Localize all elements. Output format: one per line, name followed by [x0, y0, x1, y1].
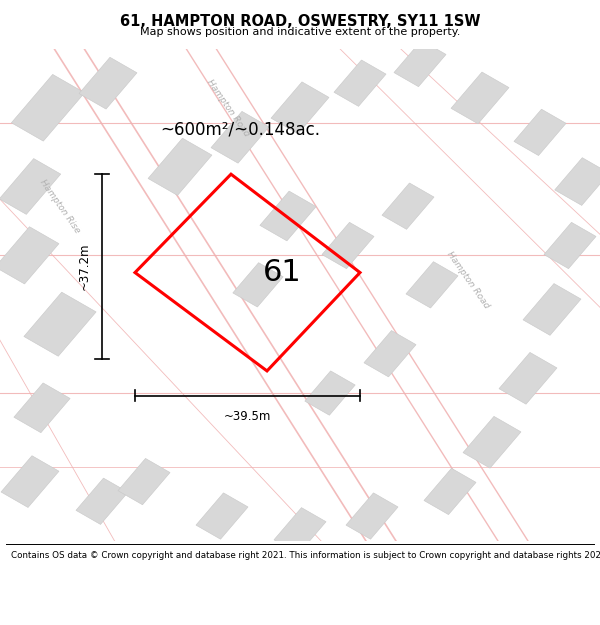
Bar	[11, 74, 85, 141]
Bar	[406, 262, 458, 308]
Bar	[271, 82, 329, 134]
Text: Hampton Rise: Hampton Rise	[38, 177, 82, 235]
Text: ~600m²/~0.148ac.: ~600m²/~0.148ac.	[160, 121, 320, 139]
Bar	[382, 183, 434, 229]
Text: Hampton Road: Hampton Road	[445, 250, 491, 310]
Text: 61, HAMPTON ROAD, OSWESTRY, SY11 1SW: 61, HAMPTON ROAD, OSWESTRY, SY11 1SW	[120, 14, 480, 29]
Text: Contains OS data © Crown copyright and database right 2021. This information is : Contains OS data © Crown copyright and d…	[11, 551, 600, 560]
Bar	[499, 352, 557, 404]
Text: ~37.2m: ~37.2m	[78, 242, 91, 290]
Bar	[364, 331, 416, 377]
Bar	[76, 478, 128, 524]
Bar	[14, 383, 70, 432]
Text: 61: 61	[263, 258, 301, 287]
Bar	[1, 456, 59, 508]
Text: Map shows position and indicative extent of the property.: Map shows position and indicative extent…	[140, 27, 460, 37]
Bar	[274, 508, 326, 554]
Bar	[334, 60, 386, 106]
Bar	[0, 227, 59, 284]
Bar	[148, 138, 212, 196]
Bar	[118, 458, 170, 505]
Bar	[233, 262, 283, 307]
Bar	[555, 158, 600, 206]
Bar	[0, 159, 61, 214]
Bar	[523, 284, 581, 336]
Bar	[322, 222, 374, 269]
Bar	[260, 191, 316, 241]
Text: ~39.5m: ~39.5m	[224, 410, 271, 423]
Bar	[394, 41, 446, 87]
Bar	[24, 292, 96, 356]
Text: Hampton Road: Hampton Road	[205, 78, 251, 138]
Bar	[514, 109, 566, 156]
Bar	[463, 416, 521, 468]
Bar	[196, 493, 248, 539]
Bar	[451, 72, 509, 124]
Bar	[211, 111, 269, 163]
Bar	[79, 58, 137, 109]
Bar	[346, 493, 398, 539]
Bar	[424, 468, 476, 514]
Bar	[305, 371, 355, 415]
Bar	[544, 222, 596, 269]
